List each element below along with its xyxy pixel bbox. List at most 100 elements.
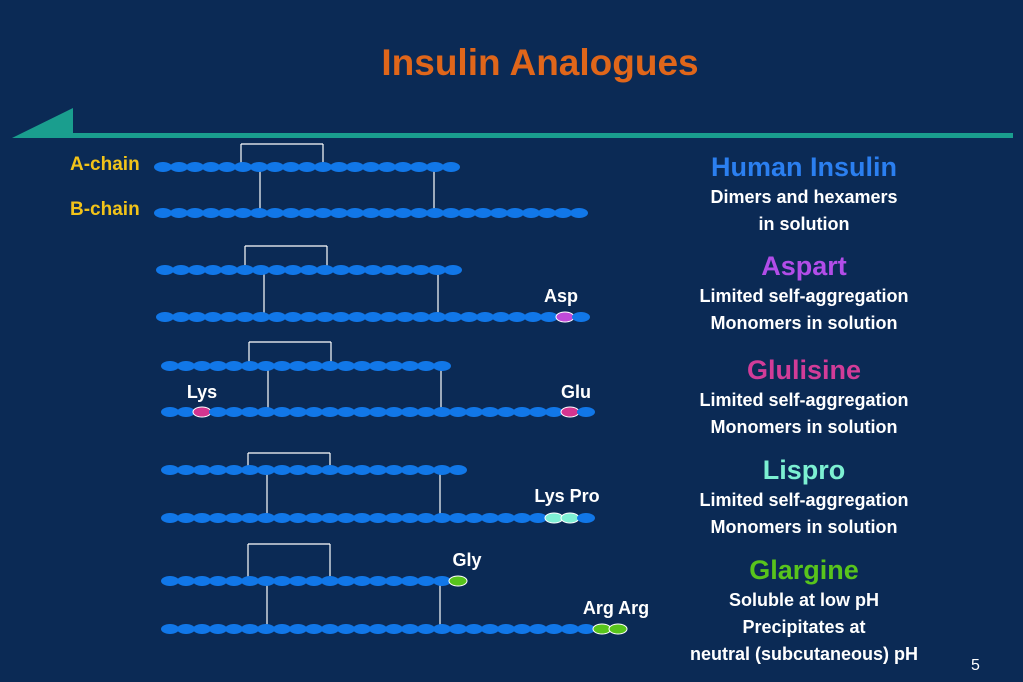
amino-acid-bead — [380, 265, 398, 275]
insulin-molecule-human-insulin — [154, 143, 588, 218]
amino-acid-bead — [412, 265, 430, 275]
amino-acid-bead — [225, 576, 243, 586]
amino-acid-bead — [193, 576, 211, 586]
amino-acid-bead — [186, 162, 204, 172]
amino-acid-bead — [305, 465, 323, 475]
amino-acid-bead — [220, 265, 238, 275]
amino-acid-bead — [380, 312, 398, 322]
rule-arrowhead — [12, 108, 73, 138]
amino-acid-bead — [474, 208, 492, 218]
amino-acid-bead — [156, 265, 174, 275]
amino-acid-bead — [266, 208, 284, 218]
residue-label-lys: Lys — [187, 382, 217, 402]
amino-acid-bead — [161, 361, 179, 371]
amino-acid-bead — [193, 513, 211, 523]
analogue-name: Human Insulin — [710, 152, 897, 182]
amino-acid-bead — [538, 208, 556, 218]
amino-acid-bead — [268, 265, 286, 275]
desc-line: Monomers in solution — [710, 417, 898, 437]
amino-acid-bead — [545, 624, 563, 634]
amino-acid-bead — [337, 513, 355, 523]
amino-acid-bead — [378, 162, 396, 172]
amino-acid-bead — [321, 361, 339, 371]
amino-acid-bead — [449, 624, 467, 634]
amino-acid-bead — [170, 162, 188, 172]
amino-acid-bead — [522, 208, 540, 218]
analogue-name: Glulisine — [746, 355, 862, 385]
amino-acid-bead — [188, 265, 206, 275]
amino-acid-bead — [314, 162, 332, 172]
amino-acid-bead — [273, 624, 291, 634]
amino-acid-bead — [321, 407, 339, 417]
amino-acid-bead — [433, 407, 451, 417]
amino-acid-bead — [209, 513, 227, 523]
amino-acid-bead — [154, 208, 172, 218]
amino-acid-bead — [444, 312, 462, 322]
desc-line: Precipitates at — [742, 617, 866, 637]
residue-label-glu: Glu — [561, 382, 591, 402]
amino-acid-bead — [369, 465, 387, 475]
desc-aspart: Aspart Limited self-aggregation Monomers… — [680, 249, 928, 337]
amino-acid-bead — [410, 162, 428, 172]
amino-acid-bead — [433, 513, 451, 523]
amino-acid-bead — [177, 407, 195, 417]
desc-glargine: Glargine Soluble at low pH Precipitates … — [680, 553, 928, 668]
chains-group — [154, 143, 628, 635]
amino-acid-bead — [177, 513, 195, 523]
amino-acid-bead — [193, 624, 211, 634]
amino-acid-bead — [186, 208, 204, 218]
amino-acid-bead — [369, 624, 387, 634]
amino-acid-bead — [161, 465, 179, 475]
amino-acid-bead — [284, 265, 302, 275]
amino-acid-bead — [161, 576, 179, 586]
insulin-molecule-glulisine — [161, 341, 595, 418]
amino-acid-bead — [417, 465, 435, 475]
amino-acid-bead — [337, 465, 355, 475]
amino-acid-bead — [449, 465, 467, 475]
amino-acid-bead — [353, 576, 371, 586]
amino-acid-bead — [177, 465, 195, 475]
amino-acid-bead — [273, 361, 291, 371]
amino-acid-bead — [332, 312, 350, 322]
amino-acid-bead — [490, 208, 508, 218]
desc-line: Monomers in solution — [710, 313, 898, 333]
amino-acid-bead — [156, 312, 174, 322]
amino-acid-bead — [257, 465, 275, 475]
amino-acid-bead — [218, 208, 236, 218]
amino-acid-bead — [284, 312, 302, 322]
amino-acid-bead — [241, 407, 259, 417]
amino-acid-bead — [577, 624, 595, 634]
amino-acid-bead — [273, 576, 291, 586]
amino-acid-bead — [529, 513, 547, 523]
amino-acid-bead — [577, 513, 595, 523]
desc-line: Limited self-aggregation — [699, 490, 909, 510]
amino-acid-bead — [369, 407, 387, 417]
amino-acid-bead — [289, 576, 307, 586]
amino-acid-bead — [273, 465, 291, 475]
amino-acid-bead — [209, 624, 227, 634]
amino-acid-bead — [252, 265, 270, 275]
amino-acid-bead — [202, 208, 220, 218]
analogue-name: Lispro — [762, 455, 846, 485]
amino-acid-bead — [353, 465, 371, 475]
amino-acid-bead — [321, 576, 339, 586]
amino-acid-bead — [305, 361, 323, 371]
amino-acid-bead — [513, 624, 531, 634]
modified-residue — [560, 512, 580, 524]
amino-acid-bead — [225, 361, 243, 371]
amino-acid-bead — [330, 208, 348, 218]
amino-acid-bead — [300, 312, 318, 322]
amino-acid-bead — [460, 312, 478, 322]
amino-acid-bead — [394, 162, 412, 172]
amino-acid-bead — [401, 576, 419, 586]
amino-acid-bead — [369, 361, 387, 371]
residue-labels: Asp Lys Glu Lys Pro Gly Arg Arg — [187, 286, 649, 618]
amino-acid-bead — [209, 407, 227, 417]
residue-label-gly: Gly — [452, 550, 481, 570]
amino-acid-bead — [220, 312, 238, 322]
amino-acid-bead — [570, 208, 588, 218]
insulin-molecule-lispro — [161, 452, 595, 524]
amino-acid-bead — [177, 624, 195, 634]
amino-acid-bead — [241, 513, 259, 523]
